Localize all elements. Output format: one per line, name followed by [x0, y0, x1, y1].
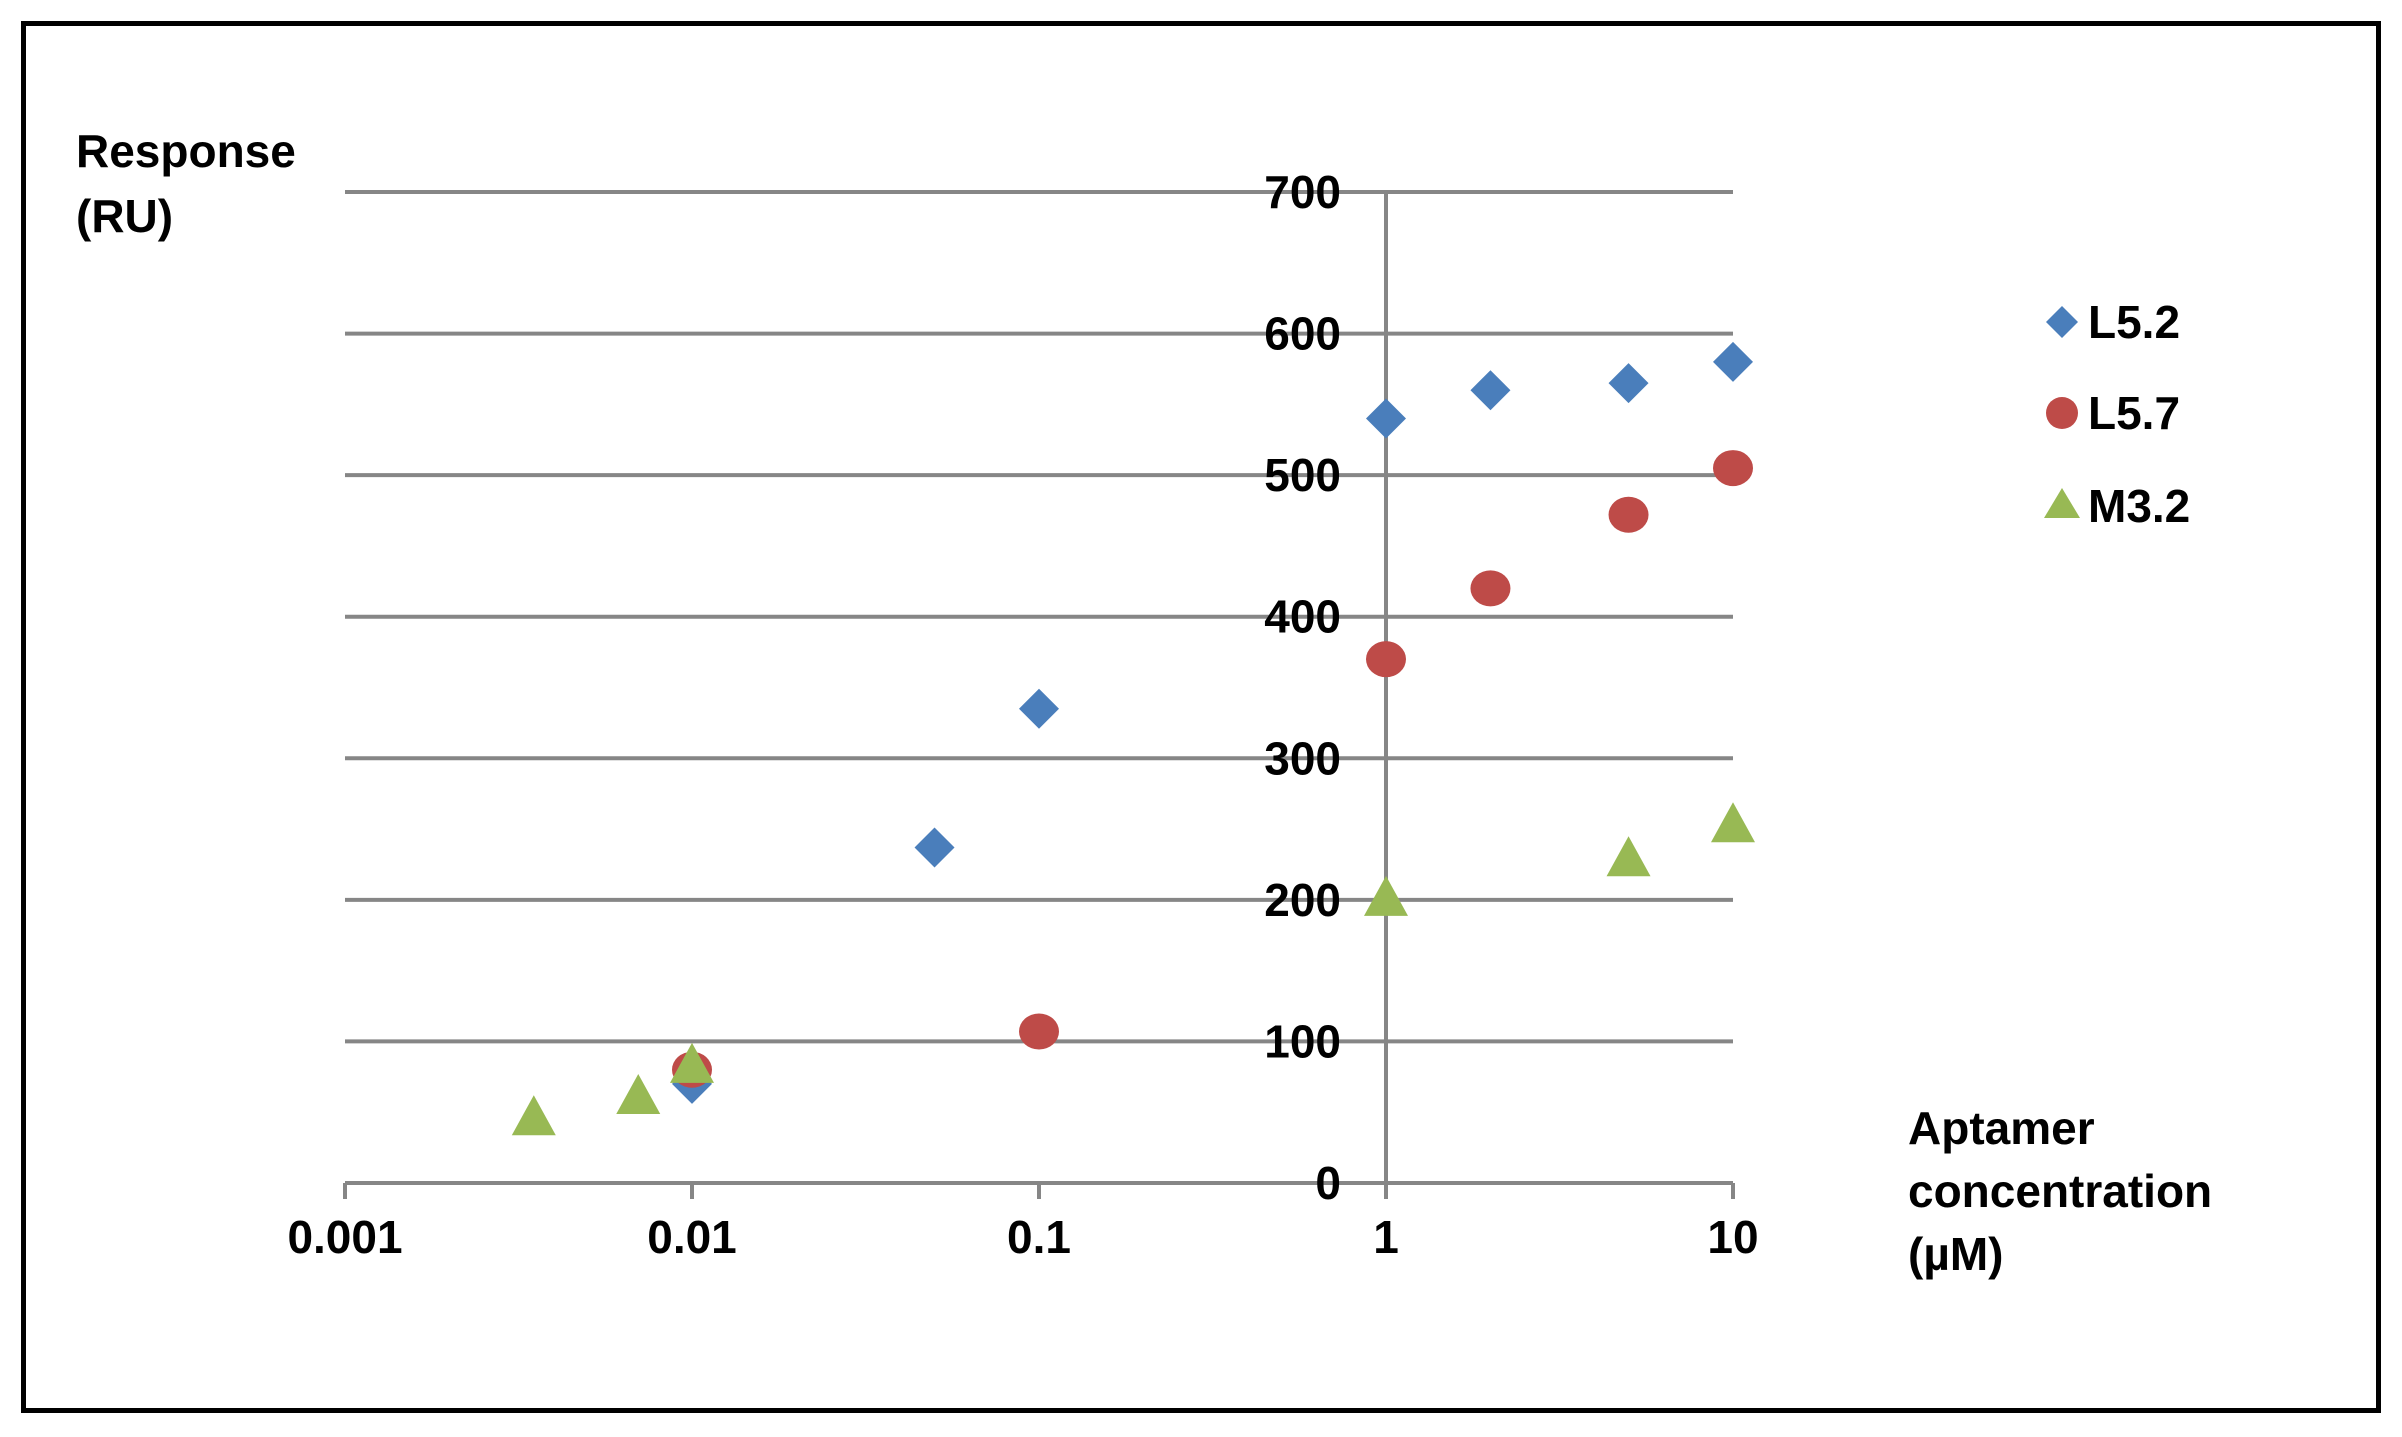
y-tick-label: 700	[1264, 166, 1341, 218]
data-point-m3-2	[670, 1042, 714, 1083]
data-point-l5-7	[1713, 450, 1753, 487]
data-point-m3-2	[1711, 802, 1755, 843]
data-point-l5-2	[1470, 370, 1511, 411]
x-tick-label: 1	[1373, 1211, 1399, 1263]
data-point-m3-2	[1364, 875, 1408, 916]
x-tick-label: 0.01	[647, 1211, 737, 1263]
legend-label-l5-2: L5.2	[2088, 296, 2180, 348]
x-axis-label-line-2: concentration	[1908, 1165, 2212, 1217]
legend: L5.2 L5.7 M3.2	[2044, 296, 2190, 532]
data-point-l5-7	[1470, 570, 1511, 607]
data-point-m3-2	[616, 1074, 661, 1115]
legend-label-l5-7: L5.7	[2088, 387, 2180, 439]
legend-label-m3-2: M3.2	[2088, 480, 2190, 532]
data-point-l5-2	[1366, 398, 1406, 439]
data-points	[511, 341, 1755, 1136]
x-axis-label-line-1: Aptamer	[1908, 1102, 2095, 1154]
x-tick-label: 0.1	[1007, 1211, 1071, 1263]
legend-item-m3-2: M3.2	[2044, 480, 2190, 532]
x-axis-label-line-3: (µM)	[1908, 1228, 2003, 1280]
x-tick-label: 0.001	[287, 1211, 402, 1263]
y-tick-label: 200	[1264, 874, 1341, 926]
data-point-l5-2	[1608, 363, 1649, 404]
y-tick-label: 400	[1264, 591, 1341, 643]
y-axis-label-line-1: Response	[76, 125, 296, 177]
y-tick-label: 500	[1264, 449, 1341, 501]
y-tick-label: 300	[1264, 732, 1341, 784]
y-tick-label: 600	[1264, 308, 1341, 360]
data-point-l5-2	[914, 827, 955, 868]
data-point-l5-7	[1366, 641, 1406, 678]
data-point-l5-2	[1019, 688, 1059, 729]
legend-item-l5-2: L5.2	[2046, 296, 2180, 348]
legend-triangle-marker	[2044, 488, 2080, 518]
y-tick-label: 0	[1315, 1157, 1341, 1209]
legend-item-l5-7: L5.7	[2046, 387, 2180, 439]
data-point-l5-2	[1713, 341, 1753, 382]
data-point-m3-2	[1606, 836, 1651, 877]
x-tick-label: 10	[1707, 1211, 1758, 1263]
gridlines	[345, 190, 1733, 1044]
legend-diamond-marker	[2046, 306, 2078, 338]
data-point-l5-7	[1608, 496, 1649, 533]
legend-circle-marker	[2046, 397, 2078, 429]
data-point-l5-7	[1019, 1013, 1059, 1050]
y-axis-label-line-2: (RU)	[76, 190, 173, 242]
data-point-m3-2	[511, 1095, 556, 1136]
y-tick-label: 100	[1264, 1015, 1341, 1067]
axes	[343, 192, 1735, 1199]
